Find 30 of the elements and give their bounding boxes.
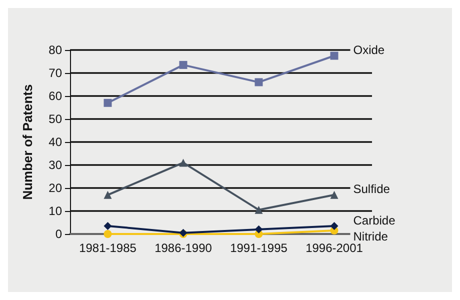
point	[179, 158, 188, 167]
point	[254, 206, 263, 214]
point	[104, 98, 112, 107]
y-tick-label: 50	[48, 112, 62, 126]
y-axis-title: Number of Patents	[20, 84, 35, 200]
y-tick-label: 60	[48, 89, 62, 103]
x-tick-label: 1991-1995	[230, 241, 288, 255]
point	[104, 230, 112, 238]
y-tick-label: 80	[48, 43, 62, 57]
y-tick-label: 70	[48, 66, 62, 80]
point	[330, 190, 338, 199]
y-tick-label: 10	[48, 204, 62, 218]
point	[330, 52, 338, 60]
point	[330, 222, 338, 230]
x-tick-label: 1986-1990	[154, 241, 212, 255]
series-label: Carbide	[353, 213, 396, 228]
point	[179, 60, 188, 69]
y-tick-label: 0	[55, 227, 62, 241]
point	[254, 225, 263, 234]
y-tick-label: 30	[48, 158, 62, 172]
point	[254, 78, 263, 86]
series-label: Nitride	[353, 229, 388, 244]
point	[104, 222, 112, 230]
x-tick-label: 1981-1985	[79, 241, 137, 255]
point	[104, 190, 112, 199]
y-tick-label: 40	[48, 135, 62, 149]
series-label: Sulfide	[353, 182, 390, 196]
y-tick-label: 20	[48, 181, 62, 195]
x-tick-label: 1996-2001	[306, 241, 364, 255]
series-label: Oxide	[353, 43, 385, 58]
